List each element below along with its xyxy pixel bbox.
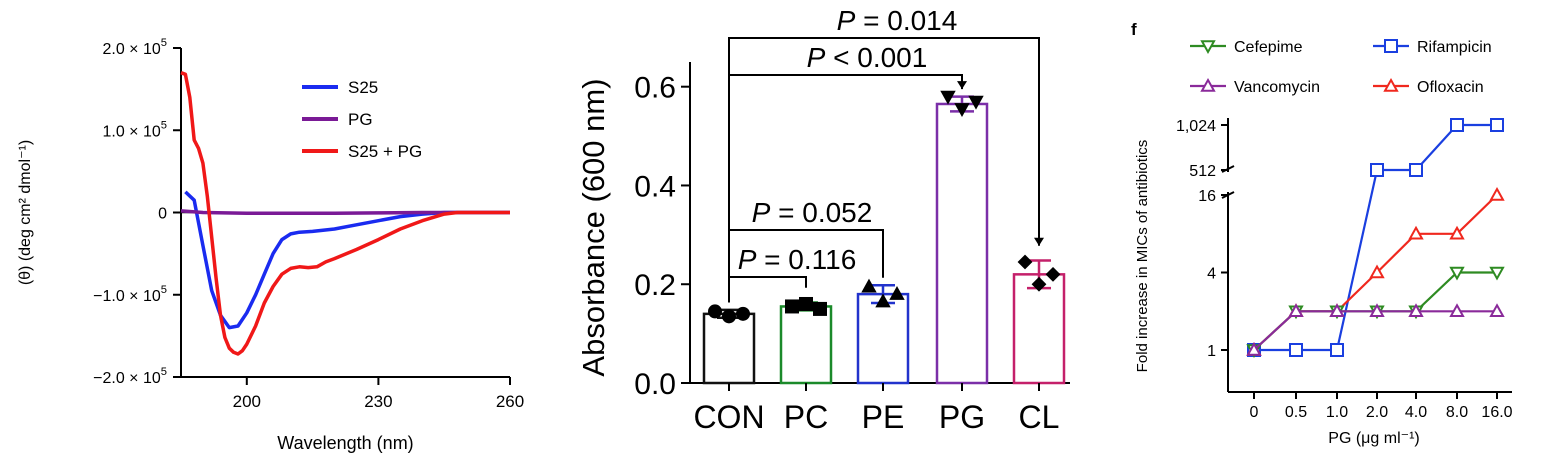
legend-label: PG: [348, 110, 373, 129]
data-point: [785, 299, 799, 314]
x-axis-title: Wavelength (nm): [277, 433, 413, 453]
y-axis-title: Fold increase in MICs of antibiotics: [1134, 140, 1151, 373]
data-point: [799, 296, 813, 311]
series-point-Cefepime: [1449, 266, 1465, 281]
y-tick-label: 512: [1189, 163, 1216, 180]
series-point-Vancomycin: [1246, 341, 1262, 356]
series-point-Vancomycin: [1288, 303, 1304, 318]
series-point-Ofloxacin: [1369, 264, 1385, 279]
p-value-label: P = 0.014: [837, 5, 958, 36]
series-point-Rifampicin: [1289, 343, 1303, 357]
x-tick-label: 0: [1250, 404, 1259, 421]
series-point-Rifampicin: [1330, 343, 1344, 357]
legend-marker: [1200, 40, 1216, 55]
y-axis-title: Absorbance (600 nm): [576, 78, 611, 376]
data-point: [861, 278, 877, 293]
y-tick-label: 0.0: [634, 368, 676, 401]
bar-PE: [856, 292, 910, 385]
series-point-Vancomycin: [1369, 303, 1385, 318]
x-tick-label: 4.0: [1405, 404, 1427, 421]
x-tick-label: 200: [233, 392, 261, 411]
bracket-arrow: [957, 81, 967, 90]
x-tick-label: 0.5: [1285, 404, 1307, 421]
significance-bracket: [728, 229, 884, 303]
data-point: [708, 304, 722, 319]
x-tick-label: 260: [496, 392, 524, 411]
y-tick-label: 0.6: [634, 72, 676, 105]
data-point: [875, 293, 891, 308]
legend-label: Cefepime: [1234, 39, 1303, 56]
bracket-arrow: [1034, 237, 1044, 246]
y-axis-title: (θ) (deg cm² dmol⁻¹): [17, 140, 34, 285]
data-point: [940, 90, 956, 105]
series-point-Ofloxacin: [1408, 225, 1424, 240]
series-point-Cefepime: [1489, 266, 1505, 281]
y-tick-label: 2.0 × 105: [102, 37, 167, 58]
y-tick-label: −2.0 × 105: [93, 366, 167, 387]
series-point-Vancomycin: [1449, 303, 1465, 318]
x-tick-label: 8.0: [1446, 404, 1468, 421]
bar-PG: [935, 102, 989, 385]
y-tick-label: 1,024: [1176, 118, 1216, 135]
y-tick-label: −1.0 × 105: [93, 284, 167, 305]
series-point-Ofloxacin: [1449, 225, 1465, 240]
p-value-label: P < 0.001: [807, 42, 928, 73]
data-point: [954, 103, 970, 117]
significance-bracket: [728, 276, 807, 303]
data-point: [1017, 254, 1033, 270]
x-tick-label: 2.0: [1366, 404, 1388, 421]
data-point: [889, 286, 905, 300]
cd-spectrum-chart: 2.0 × 105 1.0 × 105 0 −1.0 × 105 −2.0 × 105 2…: [17, 37, 524, 453]
data-point: [813, 301, 827, 316]
absorbance-bar-chart: 0.0 0.2 0.4 0.6 Absorbance (600 nm) CON PC PE PG…: [576, 5, 1070, 435]
legend-label: S25 + PG: [348, 142, 422, 161]
series-point-Rifampicin: [1409, 163, 1423, 177]
bar-PC: [779, 305, 833, 385]
legend-label: Vancomycin: [1234, 79, 1320, 96]
y-tick-label: 1.0 × 105: [102, 119, 167, 140]
legend-label: Ofloxacin: [1417, 79, 1484, 96]
data-point: [1031, 276, 1047, 292]
series-point-Vancomycin: [1408, 303, 1424, 318]
y-tick-label: 4: [1207, 266, 1216, 283]
y-tick-label: 16: [1198, 188, 1216, 205]
data-point: [736, 306, 750, 321]
x-tick-label: CON: [693, 399, 764, 435]
x-axis-title: PG (μg ml⁻¹): [1328, 430, 1419, 447]
mic-fold-chart: f 1 4 16 512 1,024 0 0.5 1.0 2.0 4.0 8.0 16.0 PG (μg …: [1131, 20, 1513, 447]
x-tick-label: 1.0: [1326, 404, 1348, 421]
data-point: [722, 309, 736, 324]
y-tick-label: 0.2: [634, 269, 676, 302]
p-value-label: P = 0.116: [738, 244, 857, 275]
series-point-Ofloxacin: [1489, 186, 1505, 201]
series-point-Rifampicin: [1490, 118, 1504, 132]
legend-marker: [1383, 77, 1399, 92]
series-point-Vancomycin: [1329, 303, 1345, 318]
panel-label: f: [1131, 20, 1137, 39]
series-point-Rifampicin: [1370, 163, 1384, 177]
x-tick-label: PG: [939, 399, 985, 435]
x-tick-label: 230: [364, 392, 392, 411]
data-point: [968, 95, 984, 110]
data-point: [1045, 266, 1061, 282]
legend-marker: [1384, 39, 1398, 53]
y-tick-label: 0.4: [634, 170, 676, 203]
x-tick-label: PE: [862, 399, 905, 435]
x-tick-label: CL: [1019, 399, 1060, 435]
legend-label: Rifampicin: [1417, 39, 1492, 56]
y-tick-label: 1: [1207, 343, 1216, 360]
x-tick-label: PC: [784, 399, 828, 435]
series-point-Vancomycin: [1489, 303, 1505, 318]
bar-CON: [702, 312, 756, 385]
p-value-label: P = 0.052: [752, 197, 873, 228]
series-line-2: [180, 71, 510, 356]
legend-marker: [1200, 77, 1216, 92]
x-tick-label: 16.0: [1481, 404, 1512, 421]
legend-label: S25: [348, 78, 378, 97]
series-point-Rifampicin: [1450, 118, 1464, 132]
y-tick-label: 0: [158, 206, 167, 223]
